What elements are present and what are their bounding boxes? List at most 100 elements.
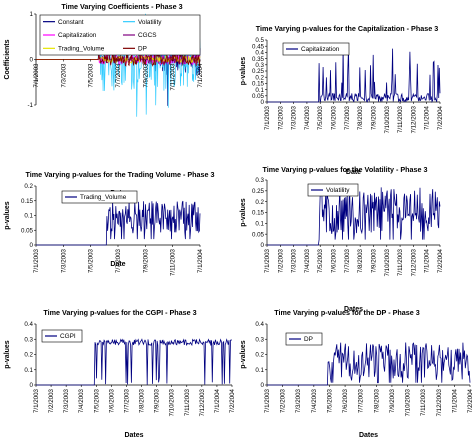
x-tick-label: 7/12/2003 [199,388,206,416]
x-tick-label: 7/7/2003 [344,105,351,130]
legend-label: Capitalization [301,46,340,53]
x-tick-label: 7/6/2003 [342,388,349,413]
legend-label: CGPI [60,333,76,340]
legend-label: Capitalization [58,32,97,39]
x-tick-label: 7/7/2003 [344,248,351,273]
y-tick-label: 0.3 [255,336,264,343]
x-tick-label: 7/12/2003 [410,105,417,133]
x-tick-label: 7/5/2003 [317,248,324,273]
y-tick-label: 0.25 [252,188,265,195]
x-tick-label: 7/3/2003 [291,105,298,130]
x-tick-label: 7/2/2003 [280,388,287,413]
series-line-dp [267,342,471,386]
x-tick-label: 7/11/2003 [170,248,177,276]
x-tick-label: 7/3/2003 [63,388,70,413]
legend-box [285,332,323,346]
legend: Capitalization [282,42,350,56]
chart-vol: Time Varying p-values for the Volatility… [240,165,444,313]
legend-label: CGCS [138,32,156,39]
x-tick-label: 7/8/2003 [139,388,146,413]
x-tick-label: 7/7/2003 [358,388,365,413]
x-tick-label: 7/6/2003 [331,105,338,130]
legend: DP [285,332,323,346]
x-tick-label: 7/5/2003 [317,105,324,130]
x-tick-label: 7/4/2003 [311,388,318,413]
x-tick-label: 7/9/2003 [142,248,149,273]
x-axis-label: Dates [124,432,143,439]
x-tick-label: 7/9/2003 [370,248,377,273]
y-tick-label: 0.05 [252,93,265,100]
x-tick-label: 7/2/2004 [467,388,474,413]
y-tick-label: 0.3 [255,177,264,184]
y-axis-label: Coefficients [4,39,11,79]
chart-cgpi: Time Varying p-values for the CGPI - Pha… [4,308,236,439]
x-tick-label: 7/2/2003 [277,105,284,130]
y-tick-label: 0 [261,382,265,389]
y-tick-label: 0.15 [252,210,265,217]
x-tick-label: 7/10/2003 [384,248,391,276]
y-tick-label: 0.45 [252,43,265,50]
y-tick-label: 0.05 [252,231,265,238]
x-tick-label: 7/1/2003 [264,248,271,273]
y-tick-label: 0.4 [255,50,264,57]
x-tick-label: 7/1/2003 [264,105,271,130]
chart-title: Time Varying p-values for the Volatility… [262,165,427,174]
x-tick-label: 7/3/2003 [291,248,298,273]
legend-label: Trading_Volume [58,46,105,53]
legend-label: DP [304,336,313,343]
chart-title: Time Varying p-values for the Trading Vo… [25,170,214,179]
x-tick-label: 7/5/2003 [326,388,333,413]
y-tick-label: 0.15 [252,81,265,88]
x-tick-label: 7/1/2004 [424,248,431,273]
x-tick-label: 7/3/2003 [60,248,67,273]
x-tick-label: 7/1/2004 [197,248,204,273]
x-tick-label: 7/1/2004 [424,105,431,130]
y-tick-label: 0.1 [255,87,264,94]
legend-label: Trading_Volume [80,194,127,201]
x-tick-label: 7/2/2004 [229,388,236,413]
y-tick-label: 0.1 [255,221,264,228]
y-tick-label: 0.5 [255,37,264,44]
y-tick-label: 0.1 [255,367,264,374]
y-tick-label: 0.4 [255,321,264,328]
x-tick-label: 7/1/2004 [451,388,458,413]
legend: Volatility [307,183,359,197]
x-tick-label: 7/11/2003 [170,63,177,91]
legend-box [282,42,350,56]
y-tick-label: 1 [30,11,34,18]
y-tick-label: 0.3 [255,62,264,69]
x-tick-label: 7/1/2003 [33,63,40,88]
legend-label: DP [138,46,147,53]
legend: CGPI [41,329,83,343]
x-tick-label: 7/1/2003 [33,248,40,273]
x-tick-label: 7/9/2003 [370,105,377,130]
legend-label: Constant [58,19,84,26]
y-tick-label: 0 [30,57,34,64]
x-tick-label: 7/6/2003 [108,388,115,413]
legend: Trading_Volume [61,190,138,204]
y-tick-label: 0 [261,242,265,249]
y-tick-label: 0.2 [24,183,33,190]
x-tick-label: 7/7/2003 [115,248,122,273]
x-tick-label: 7/10/2003 [405,388,412,416]
x-tick-label: 7/2/2004 [437,248,444,273]
x-tick-label: 7/11/2003 [397,248,404,276]
chart-title: Time Varying Coefficients - Phase 3 [61,2,182,11]
y-axis-label: p-values [240,57,247,86]
x-tick-label: 7/4/2003 [304,248,311,273]
y-tick-label: 0.1 [24,213,33,220]
x-tick-label: 7/2/2003 [277,248,284,273]
legend-label: Volatility [326,187,350,194]
x-tick-label: 7/12/2003 [410,248,417,276]
y-tick-label: 0.1 [24,367,33,374]
legend: Constant Volatility Capitalization CGCS Trad… [39,14,201,56]
x-tick-label: 7/1/2003 [33,388,40,413]
chart-tv: Time Varying p-values for the Trading Vo… [4,170,215,276]
x-tick-label: 7/5/2003 [88,248,95,273]
y-tick-label: -1 [27,102,33,109]
x-tick-label: 7/7/2003 [115,63,122,88]
x-axis-label: Date [110,261,125,268]
x-tick-label: 7/11/2003 [184,388,191,416]
x-tick-label: 7/5/2003 [88,63,95,88]
x-tick-label: 7/2/2003 [48,388,55,413]
